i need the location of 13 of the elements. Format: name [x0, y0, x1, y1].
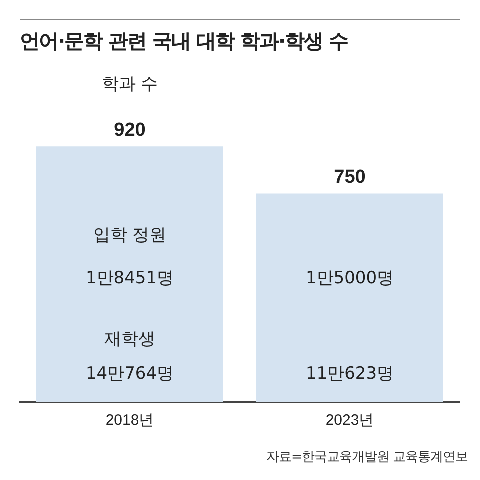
- chart-title: 언어·문학 관련 국내 대학 학과·학생 수: [20, 28, 348, 55]
- annotation: 11만623명: [306, 364, 394, 384]
- annotation: 1만5000명: [306, 268, 394, 289]
- data-label: 920: [114, 120, 146, 141]
- annotation: 1만8451명: [86, 268, 174, 289]
- annotation: 재학생: [104, 329, 156, 350]
- text: 자료=한국교육개발원 교육통계연보: [266, 449, 468, 466]
- data-label: 750: [334, 167, 366, 188]
- annotation: 입학 정원: [93, 225, 167, 246]
- x-tick-label: 2023년: [326, 412, 374, 430]
- text: 학과 수: [102, 74, 158, 94]
- x-tick-label: 2018년: [106, 412, 154, 430]
- annotation: 14만764명: [86, 364, 174, 384]
